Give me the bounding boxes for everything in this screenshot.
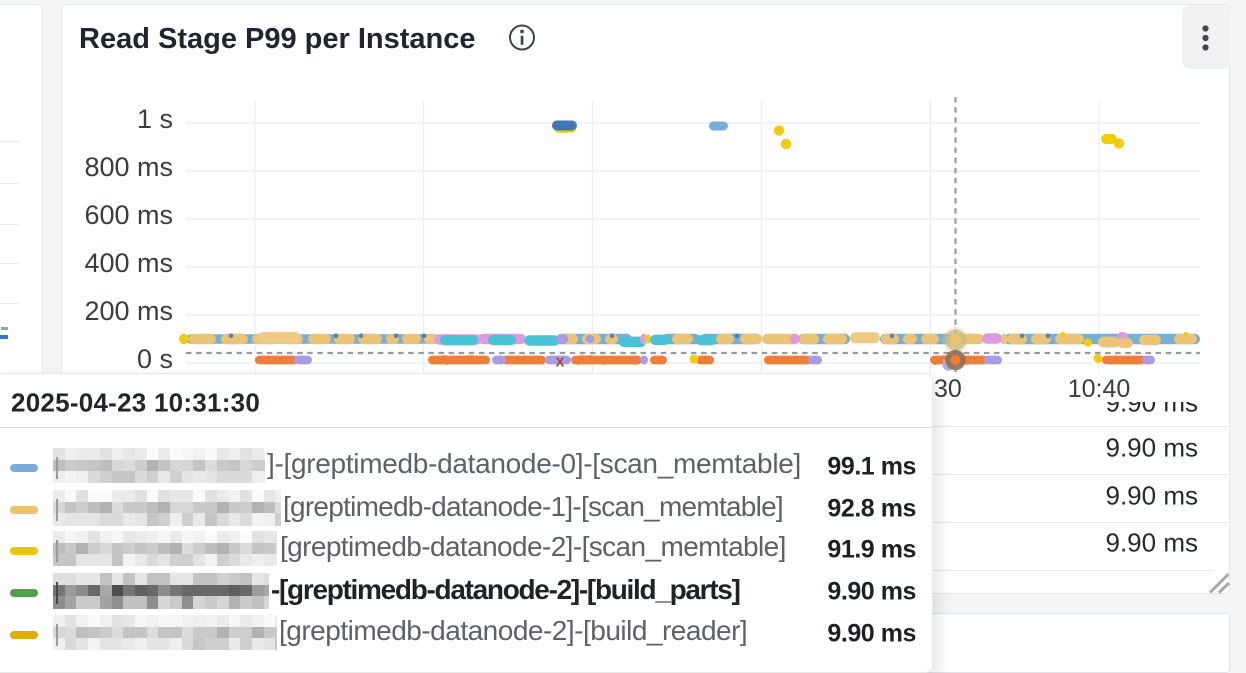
svg-text:600 ms: 600 ms — [84, 200, 173, 230]
svg-text:1 s: 1 s — [137, 104, 173, 134]
svg-text:800 ms: 800 ms — [84, 152, 173, 182]
svg-text:10:40: 10:40 — [1068, 375, 1131, 403]
svg-text:0 s: 0 s — [137, 344, 173, 374]
svg-text:200 ms: 200 ms — [84, 296, 173, 326]
svg-text:X: X — [556, 355, 565, 370]
svg-text:400 ms: 400 ms — [84, 248, 173, 278]
